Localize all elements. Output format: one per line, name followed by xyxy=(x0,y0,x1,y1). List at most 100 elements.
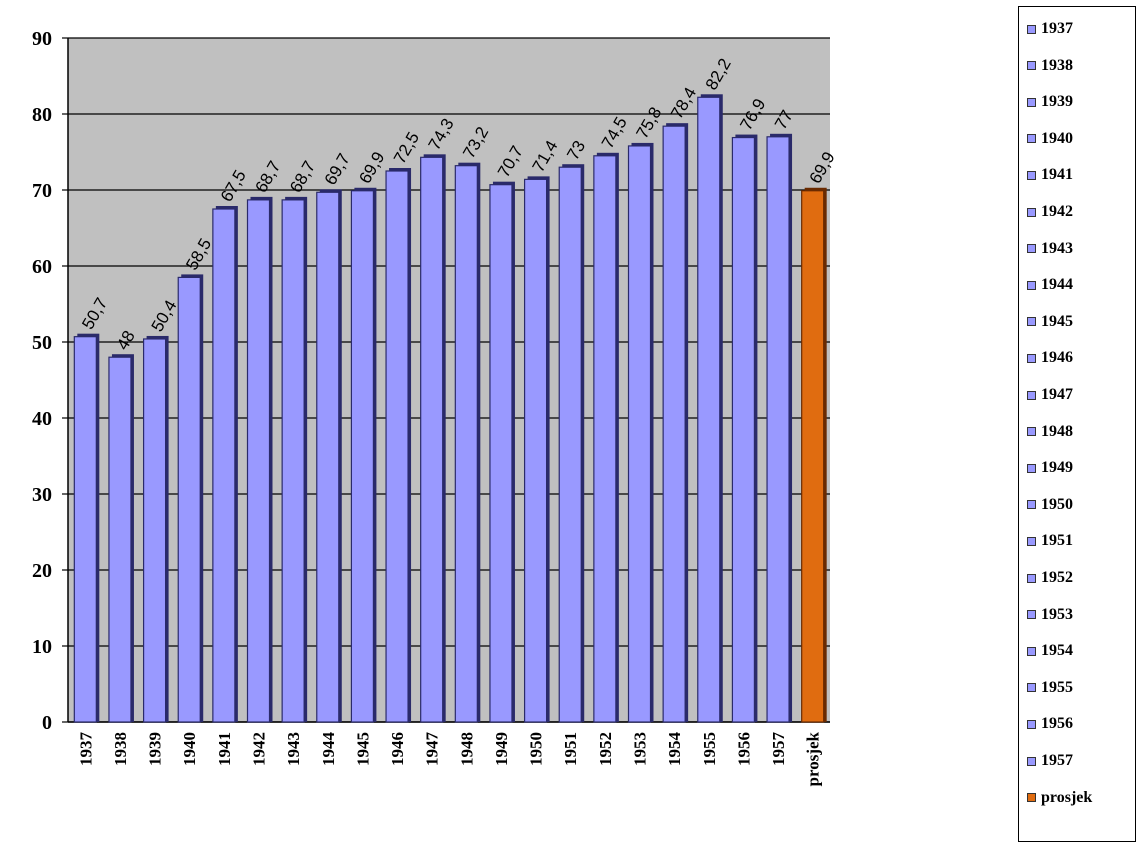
x-tick-label: 1938 xyxy=(111,732,130,766)
legend-item: 1948 xyxy=(1027,422,1073,442)
legend-label: 1946 xyxy=(1041,349,1073,367)
legend-label: 1943 xyxy=(1041,239,1073,257)
bar xyxy=(454,165,478,723)
legend-item: 1955 xyxy=(1027,678,1073,698)
legend-label: prosjek xyxy=(1041,788,1093,806)
bar xyxy=(108,356,132,723)
legend: 1937 1938 1939 1940 1941 1942 1943 1944 1945 1946… xyxy=(1018,6,1136,842)
legend-label: 1953 xyxy=(1041,605,1073,623)
legend-swatch xyxy=(1027,134,1036,144)
legend-item: 1952 xyxy=(1027,568,1073,588)
bar xyxy=(489,184,513,723)
legend-label: 1951 xyxy=(1041,532,1073,550)
legend-label: 1957 xyxy=(1041,752,1073,769)
legend-item: 1940 xyxy=(1027,129,1073,149)
legend-swatch xyxy=(1027,427,1036,437)
legend-label: 1954 xyxy=(1041,642,1073,660)
y-tick-label: 90 xyxy=(32,28,52,50)
y-tick-label: 40 xyxy=(32,408,52,430)
y-tick-label: 30 xyxy=(32,484,52,506)
legend-item: 1937 xyxy=(1027,19,1073,39)
legend-item: 1957 xyxy=(1027,751,1073,771)
legend-swatch xyxy=(1027,170,1036,180)
legend-swatch xyxy=(1027,646,1036,656)
legend-label: 1955 xyxy=(1041,678,1073,696)
bar xyxy=(246,199,271,723)
legend-item: 1949 xyxy=(1027,458,1073,478)
x-tick-label: 1939 xyxy=(146,732,165,766)
legend-item: 1942 xyxy=(1027,202,1073,222)
legend-label: 1949 xyxy=(1041,459,1073,477)
legend-item: 1938 xyxy=(1027,56,1073,76)
bar xyxy=(385,170,409,723)
legend-swatch xyxy=(1027,317,1036,327)
legend-label: 1942 xyxy=(1041,203,1073,220)
bar xyxy=(281,199,305,723)
legend-swatch xyxy=(1027,683,1036,693)
legend-swatch xyxy=(1027,353,1036,363)
legend-label: 1941 xyxy=(1041,166,1073,184)
x-tick-label: 1952 xyxy=(596,732,615,766)
legend-swatch xyxy=(1027,207,1036,217)
x-tick-label: 1948 xyxy=(457,732,476,766)
legend-label: 1939 xyxy=(1041,93,1073,111)
bar xyxy=(350,190,375,723)
x-tick-label: 1944 xyxy=(319,732,338,767)
legend-label: 1950 xyxy=(1041,495,1073,513)
legend-label: 1956 xyxy=(1041,715,1073,733)
bar xyxy=(627,145,652,723)
x-tick-label: 1950 xyxy=(527,732,546,766)
x-tick-label: 1949 xyxy=(492,732,511,766)
legend-item: 1953 xyxy=(1027,605,1073,625)
legend-swatch xyxy=(1027,61,1036,71)
legend-label: 1948 xyxy=(1041,422,1073,440)
legend-swatch xyxy=(1027,536,1036,546)
y-tick-label: 60 xyxy=(32,256,52,278)
legend-item: 1944 xyxy=(1027,275,1073,295)
x-tick-label: 1946 xyxy=(388,732,407,766)
legend-label: 1940 xyxy=(1041,129,1073,147)
x-tick-label: 1953 xyxy=(631,732,650,766)
legend-item: prosjek xyxy=(1027,788,1092,808)
legend-label: 1937 xyxy=(1041,20,1073,37)
x-tick-label: 1937 xyxy=(76,732,95,767)
legend-swatch xyxy=(1027,97,1036,107)
x-tick-label: 1955 xyxy=(700,732,719,766)
legend-item: 1945 xyxy=(1027,312,1073,332)
legend-label: 1947 xyxy=(1041,386,1073,403)
legend-item: 1954 xyxy=(1027,641,1073,661)
legend-item: 1943 xyxy=(1027,239,1073,259)
legend-swatch xyxy=(1027,610,1036,620)
x-tick-label: 1956 xyxy=(734,732,753,766)
bar xyxy=(212,208,236,723)
bar xyxy=(731,136,756,723)
legend-swatch xyxy=(1027,573,1036,583)
y-tick-label: 50 xyxy=(32,332,52,354)
bar xyxy=(177,276,201,723)
legend-item: 1946 xyxy=(1027,348,1073,368)
legend-swatch xyxy=(1027,500,1036,510)
legend-swatch xyxy=(1027,244,1036,254)
bar xyxy=(73,336,97,723)
x-tick-label: 1943 xyxy=(284,732,303,766)
bar xyxy=(801,190,825,723)
x-tick-label: 1951 xyxy=(561,732,580,766)
bar xyxy=(523,178,548,723)
x-tick-label: 1942 xyxy=(250,732,269,766)
y-tick-label: 10 xyxy=(32,636,52,658)
x-tick-label: 1945 xyxy=(353,732,372,766)
legend-swatch xyxy=(1027,390,1036,400)
legend-swatch xyxy=(1027,24,1036,34)
x-tick-label: prosjek xyxy=(804,731,823,786)
bar xyxy=(142,338,167,723)
x-tick-label: 1954 xyxy=(665,732,684,767)
bar xyxy=(662,125,686,723)
bar xyxy=(420,156,444,723)
x-tick-label: 1940 xyxy=(180,732,199,766)
y-tick-label: 20 xyxy=(32,560,52,582)
x-tick-label: 1957 xyxy=(769,732,788,767)
bar xyxy=(316,191,340,723)
bar-chart: 0102030405060708090193750,7193848193950,… xyxy=(32,28,839,786)
legend-item: 1951 xyxy=(1027,531,1073,551)
legend-item: 1941 xyxy=(1027,165,1073,185)
